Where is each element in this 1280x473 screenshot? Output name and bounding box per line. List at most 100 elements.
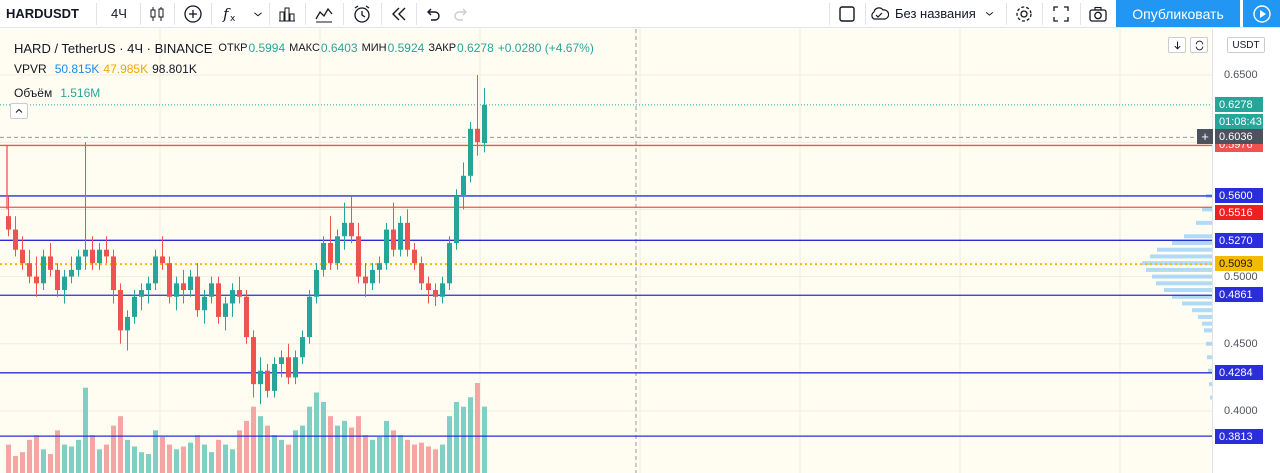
last-price-badge: 0.6278 bbox=[1215, 97, 1263, 112]
toolbar-divider bbox=[140, 3, 141, 25]
candle-body bbox=[384, 229, 389, 264]
candle-body bbox=[62, 276, 67, 291]
candle-body bbox=[328, 243, 333, 264]
candle-body bbox=[20, 249, 25, 264]
toolbar-divider bbox=[305, 3, 306, 25]
volume-bar bbox=[475, 383, 480, 473]
candle-body bbox=[391, 229, 396, 250]
candle-body bbox=[132, 296, 137, 317]
candle-body bbox=[314, 269, 319, 297]
volume-bar bbox=[6, 444, 11, 473]
candle-body bbox=[6, 216, 11, 230]
candle-body bbox=[230, 290, 235, 304]
candle-body bbox=[251, 337, 256, 385]
toolbar-divider bbox=[269, 3, 270, 25]
chart-legend: HARD / TetherUS · 4Ч · BINANCE ОТКР 0.59… bbox=[10, 39, 598, 119]
volume-bar bbox=[188, 442, 193, 473]
candle-body bbox=[55, 269, 60, 291]
alert-icon[interactable] bbox=[347, 0, 377, 27]
volume-bar bbox=[370, 439, 375, 473]
volume-bar bbox=[342, 420, 347, 473]
candle-body bbox=[405, 222, 410, 250]
candle-body bbox=[160, 256, 165, 264]
volume-bar bbox=[433, 449, 438, 473]
interval-button[interactable]: 4Ч bbox=[111, 6, 127, 21]
volume-profile-bar bbox=[1157, 247, 1212, 252]
candle-body bbox=[293, 357, 298, 378]
play-icon[interactable] bbox=[1243, 0, 1280, 27]
level-badge-3813: 0.3813 bbox=[1215, 429, 1263, 444]
open-value: 0.5994 bbox=[248, 41, 286, 55]
scroll-down-button[interactable] bbox=[1168, 37, 1186, 53]
candle-body bbox=[125, 316, 130, 331]
currency-button[interactable]: USDT bbox=[1227, 37, 1265, 53]
candle-body bbox=[34, 276, 39, 284]
volume-bar bbox=[307, 406, 312, 473]
volume-bar bbox=[209, 452, 214, 473]
price-chart[interactable] bbox=[0, 29, 1212, 473]
volume-bar bbox=[62, 444, 67, 473]
volume-bar bbox=[202, 444, 207, 473]
volume-profile-bar bbox=[1202, 321, 1212, 326]
layout-name-button[interactable]: Без названия bbox=[869, 0, 1005, 27]
volume-bar bbox=[272, 435, 277, 473]
volume-bar bbox=[27, 439, 32, 473]
candle-body bbox=[69, 269, 74, 277]
candle-body bbox=[139, 290, 144, 297]
candle-body bbox=[419, 263, 424, 284]
chevron-down-icon[interactable] bbox=[249, 0, 267, 27]
volume-bar bbox=[405, 439, 410, 473]
fullscreen-icon[interactable] bbox=[1046, 0, 1076, 27]
volume-bar bbox=[41, 449, 46, 473]
redo-icon[interactable] bbox=[449, 0, 473, 27]
undo-icon[interactable] bbox=[421, 0, 445, 27]
templates-icon[interactable] bbox=[309, 0, 339, 27]
gear-icon[interactable] bbox=[1010, 0, 1038, 27]
volume-bar bbox=[426, 446, 431, 473]
volume-bar bbox=[468, 397, 473, 473]
candle-body bbox=[188, 276, 193, 291]
crosshair-plus-icon[interactable]: + bbox=[1197, 129, 1213, 144]
candle-body bbox=[482, 104, 487, 144]
volume-bar bbox=[447, 416, 452, 473]
candles-icon[interactable] bbox=[144, 0, 170, 27]
volume-bar bbox=[139, 452, 144, 473]
volume-bar bbox=[223, 444, 228, 473]
svg-text:f: f bbox=[222, 5, 231, 23]
legend-title: HARD / TetherUS · 4Ч · BINANCE bbox=[14, 40, 213, 56]
toolbar-divider bbox=[829, 3, 830, 25]
toolbar-divider bbox=[416, 3, 417, 25]
publish-button[interactable]: Опубликовать bbox=[1116, 0, 1240, 27]
candle-body bbox=[412, 249, 417, 264]
level-badge-4284: 0.4284 bbox=[1215, 365, 1263, 380]
toolbar-divider bbox=[1042, 3, 1043, 25]
volume-label: Объём bbox=[14, 86, 53, 100]
candle-body bbox=[321, 243, 326, 270]
candle-body bbox=[13, 229, 18, 250]
volume-profile-bar bbox=[1206, 341, 1212, 346]
collapse-legend-button[interactable] bbox=[10, 103, 28, 119]
volume-bar bbox=[216, 439, 221, 473]
volume-profile-bar bbox=[1184, 234, 1212, 239]
add-indicator-icon[interactable] bbox=[179, 0, 207, 27]
volume-bar bbox=[48, 454, 53, 473]
chart-pane[interactable]: HARD / TetherUS · 4Ч · BINANCE ОТКР 0.59… bbox=[0, 29, 1212, 473]
toolbar-divider bbox=[343, 3, 344, 25]
chevron-down-icon bbox=[984, 8, 995, 19]
replay-icon[interactable] bbox=[385, 0, 413, 27]
volume-profile-bar bbox=[1210, 395, 1212, 400]
symbol-search-button[interactable]: HARDUSDT bbox=[6, 6, 79, 21]
high-value: 0.6403 bbox=[320, 41, 358, 55]
reset-view-button[interactable] bbox=[1190, 37, 1208, 53]
volume-bar bbox=[104, 444, 109, 473]
camera-icon[interactable] bbox=[1084, 0, 1112, 27]
change-value: +0.0280 (+4.67%) bbox=[497, 41, 594, 55]
rectangle-icon[interactable] bbox=[833, 0, 861, 27]
volume-bar bbox=[76, 439, 81, 473]
volume-profile-bar bbox=[1204, 328, 1212, 333]
candle-body bbox=[104, 249, 109, 257]
volume-profile-bar bbox=[1196, 220, 1212, 225]
toolbar-divider bbox=[211, 3, 212, 25]
compare-icon[interactable] bbox=[273, 0, 301, 27]
